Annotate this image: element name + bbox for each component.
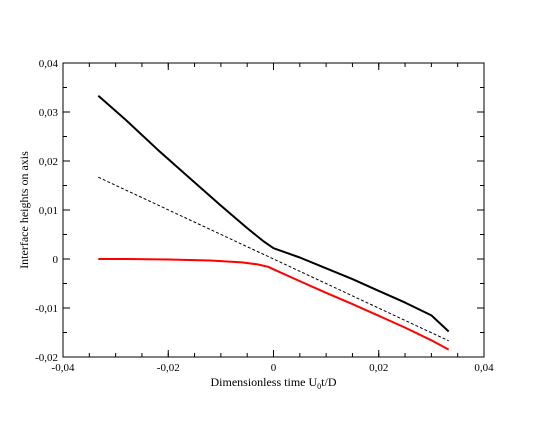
x-axis-label-sub: 0 [317, 382, 321, 391]
x-tick-label: 0,02 [369, 362, 388, 374]
x-tick-label: -0,02 [157, 362, 180, 374]
y-tick-label: 0 [53, 254, 59, 266]
major-ticks [62, 62, 485, 358]
series-layer [97, 95, 450, 351]
x-axis-label-suffix: t/D [321, 375, 337, 389]
y-axis-label: Interface heights on axis [17, 151, 31, 269]
y-tick-label: -0,01 [35, 303, 58, 315]
x-axis-label: Dimensionless time U0t/D [210, 375, 336, 391]
y-tick-label: 0,02 [39, 156, 58, 168]
minor-ticks [62, 62, 485, 358]
series-line-3 [98, 258, 450, 351]
series-line-1 [97, 95, 450, 333]
y-tick-label: -0,02 [35, 352, 58, 364]
y-tick-label: 0,01 [39, 205, 58, 217]
plot-frame [62, 62, 485, 358]
y-tick-label: 0,03 [39, 107, 59, 119]
tick-labels: -0,04 -0,02 0 0,02 0,04-0,02-0,0100,010,020,… [35, 58, 494, 374]
y-tick-label: 0,04 [39, 58, 59, 70]
series-line-2 [98, 176, 449, 342]
x-tick-label: 0 [271, 362, 277, 374]
x-tick-label: -0,04 [52, 362, 75, 374]
x-tick-label: 0,04 [474, 362, 494, 374]
x-axis-label-main: Dimensionless time U [210, 375, 317, 389]
